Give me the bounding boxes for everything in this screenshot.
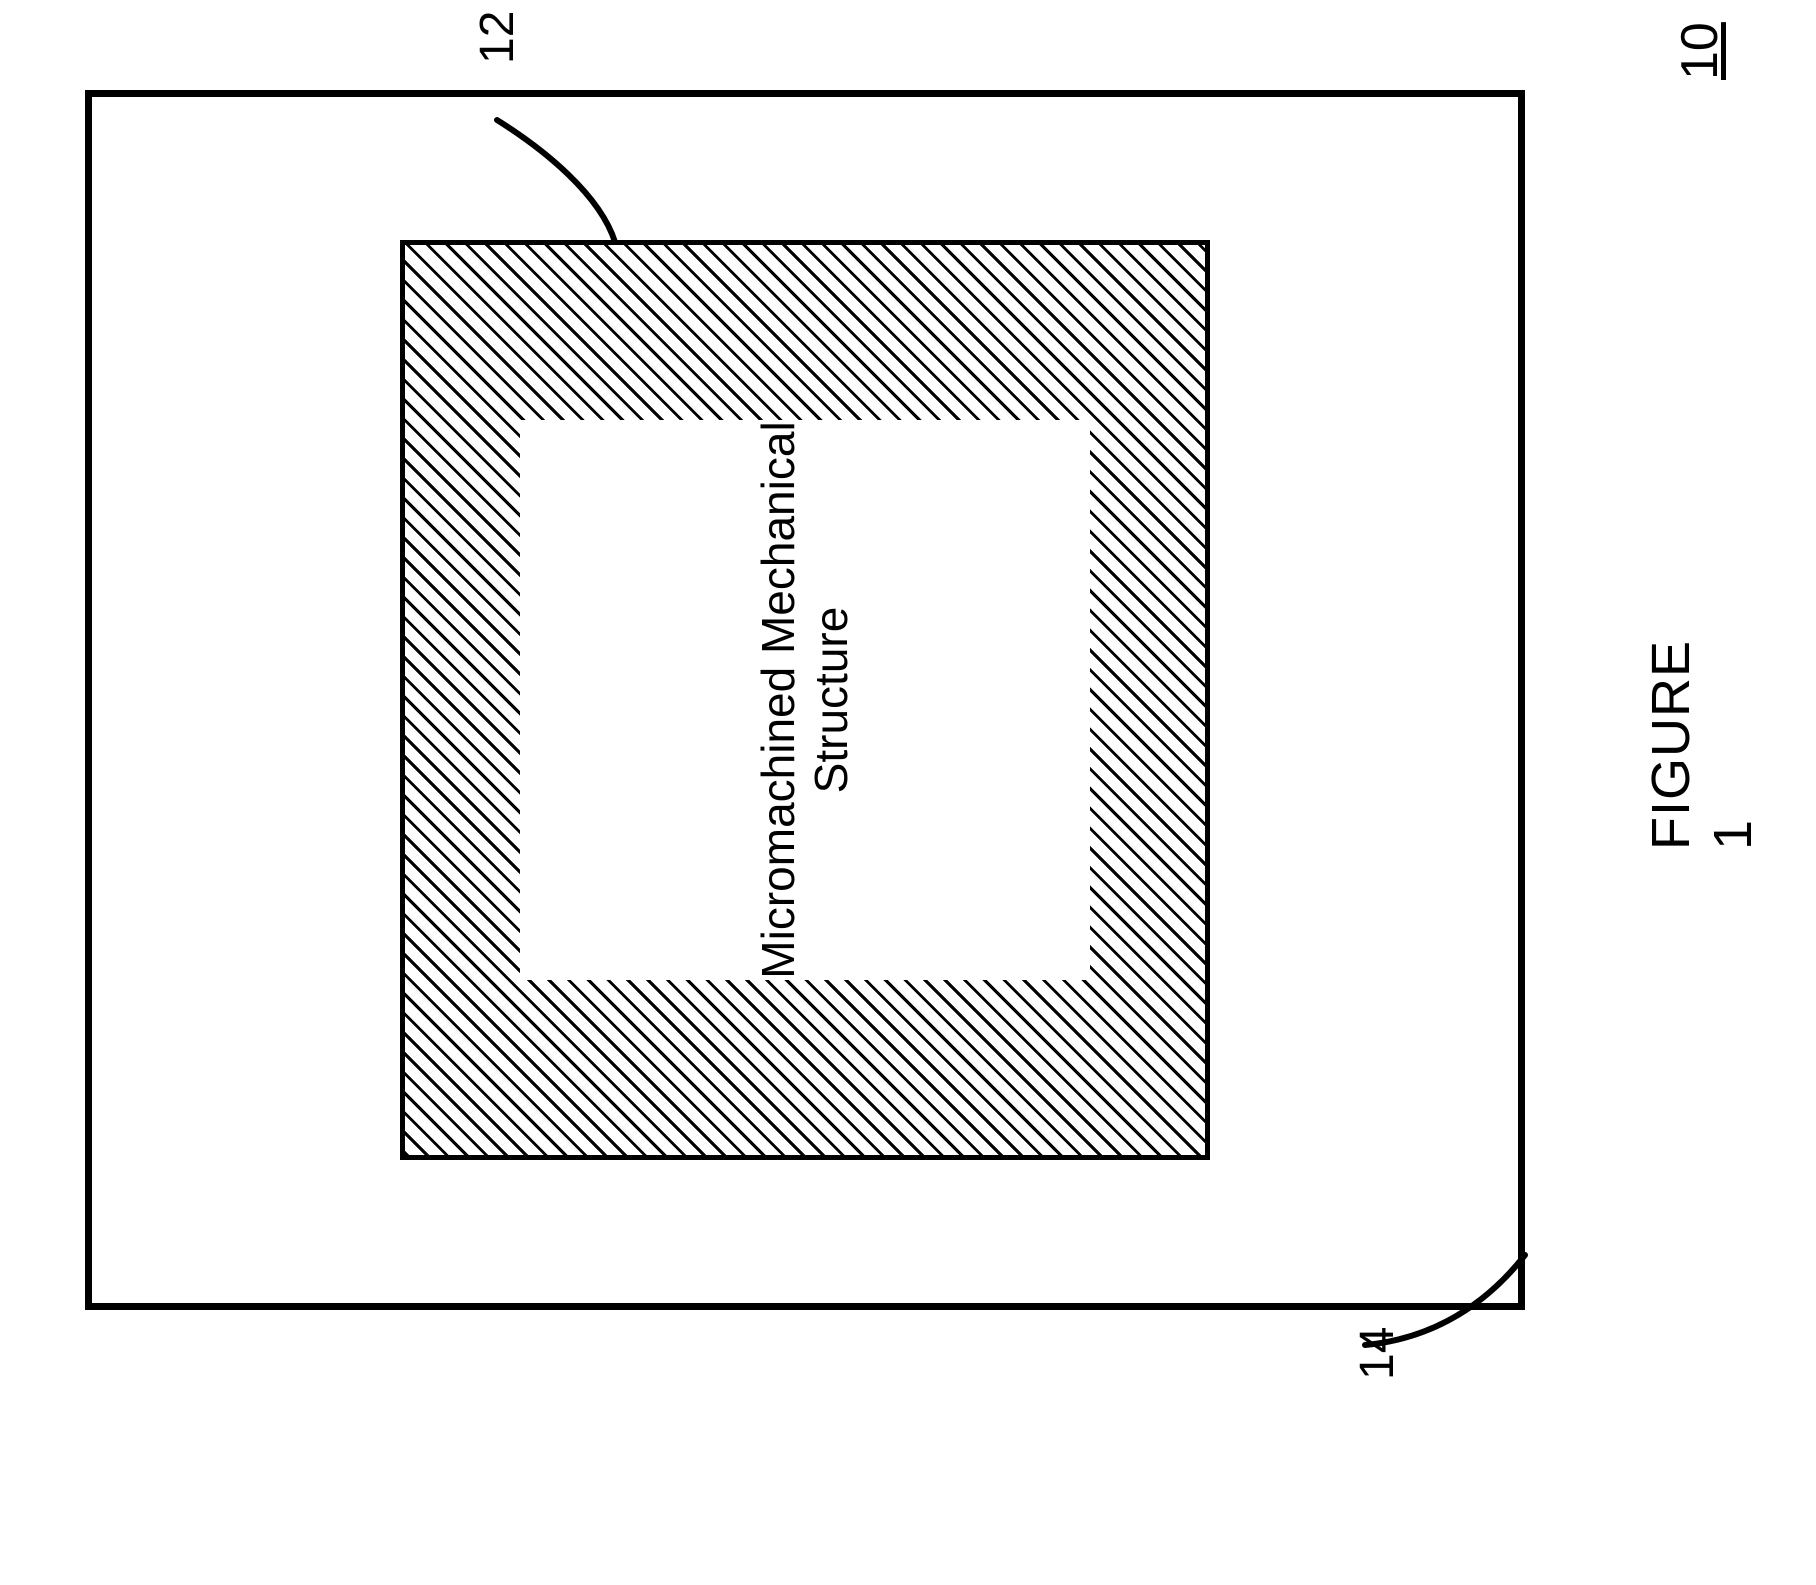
diagram-canvas: Micromachined Mechanical Structure 10 12… bbox=[0, 0, 1816, 1585]
figure-caption: FIGURE 1 bbox=[1640, 640, 1764, 850]
leader-line-14 bbox=[0, 0, 1816, 1585]
